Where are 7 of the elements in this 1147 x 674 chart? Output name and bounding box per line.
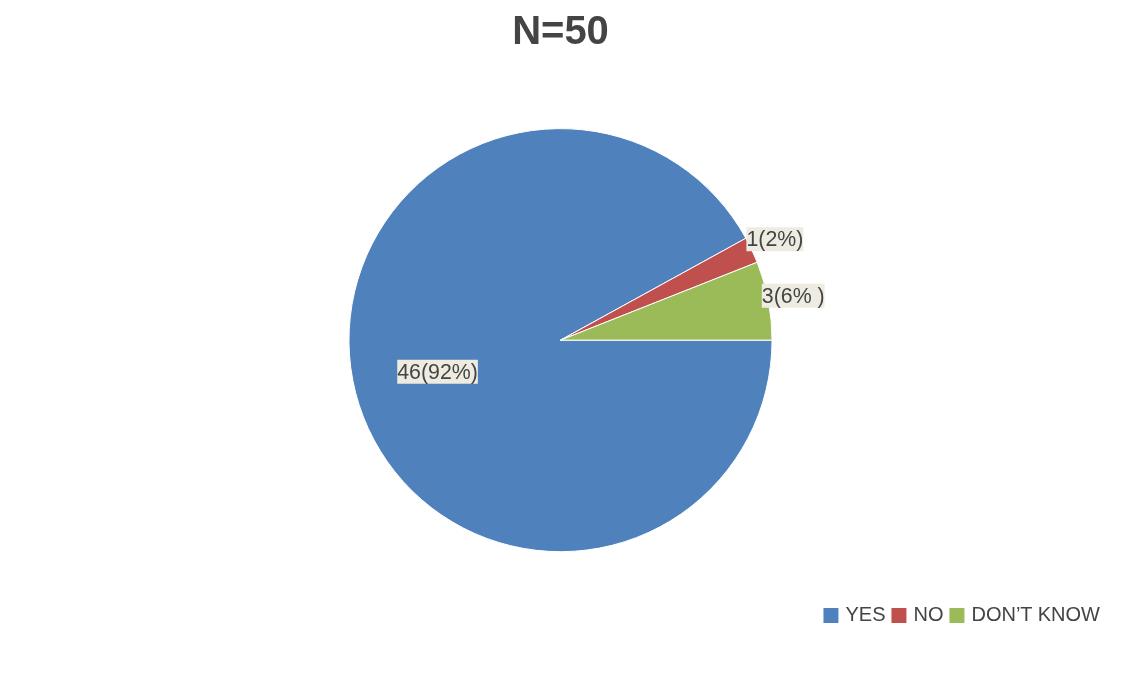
chart-title: N=50 [512, 7, 609, 52]
data-label: 1(2%) [746, 227, 804, 252]
data-label: 3(6% ) [761, 283, 825, 308]
legend-label: DON’T KNOW [971, 603, 1100, 626]
data-label: 46(92%) [397, 359, 478, 384]
legend-label: NO [913, 603, 944, 626]
legend-label: YES [845, 603, 886, 626]
